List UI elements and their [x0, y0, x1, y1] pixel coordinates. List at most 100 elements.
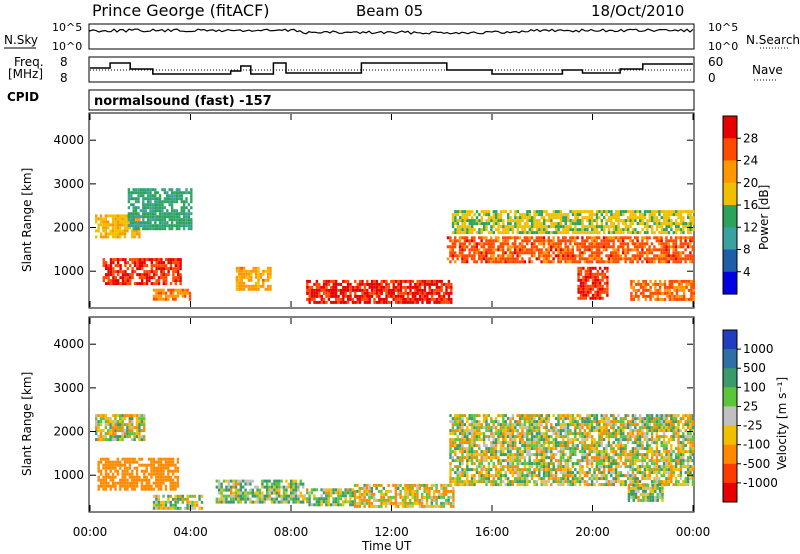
heatmap-cell [394, 285, 398, 289]
heatmap-cell [511, 260, 514, 264]
heatmap-cell [107, 417, 110, 421]
heatmap-cell [533, 447, 536, 451]
heatmap-cell [470, 477, 474, 481]
heatmap-cell [95, 423, 98, 427]
heatmap-cell [528, 444, 531, 448]
heatmap-cell [380, 492, 383, 496]
heatmap-cell [516, 216, 519, 220]
heatmap-cell [418, 504, 421, 508]
heatmap-cell [182, 209, 186, 213]
heatmap-cell [123, 487, 127, 491]
heatmap-cell [454, 219, 457, 223]
heatmap-cell [494, 438, 498, 442]
heatmap-cell [184, 506, 187, 510]
heatmap-cell [349, 297, 352, 301]
heatmap-cell [134, 212, 138, 216]
heatmap-cell [646, 231, 649, 235]
heatmap-cell [506, 429, 510, 433]
heatmap-cell [466, 447, 469, 451]
heatmap-cell [643, 225, 647, 229]
heatmap-cell [161, 203, 164, 207]
heatmap-cell [456, 429, 459, 433]
heatmap-cell [468, 444, 471, 448]
heatmap-cell [163, 206, 167, 210]
heatmap-cell [451, 459, 455, 463]
heatmap-cell [482, 441, 486, 445]
heatmap-cell [275, 488, 278, 492]
heatmap-cell [559, 231, 563, 235]
heatmap-cell [438, 291, 441, 295]
heatmap-cell [252, 266, 255, 270]
heatmap-cell [191, 500, 194, 504]
heatmap-cell [542, 465, 546, 469]
heatmap-cell [179, 273, 182, 277]
heatmap-cell [157, 500, 160, 504]
heatmap-cell [569, 251, 572, 255]
heatmap-cell [411, 294, 415, 298]
heatmap-cell [654, 279, 657, 283]
heatmap-cell [442, 489, 445, 493]
heatmap-cell [595, 228, 599, 232]
heatmap-cell [473, 213, 476, 217]
heatmap-cell [673, 294, 676, 298]
heatmap-cell [667, 213, 671, 217]
heatmap-cell [564, 474, 567, 478]
heatmap-cell [451, 225, 455, 229]
heatmap-cell [555, 228, 558, 232]
heatmap-cell [117, 279, 120, 283]
heatmap-cell [351, 491, 354, 495]
heatmap-cell [178, 215, 181, 219]
heatmap-cell [174, 261, 177, 265]
heatmap-cell [636, 216, 639, 220]
heatmap-cell [689, 257, 692, 261]
heatmap-cell [235, 266, 239, 270]
heatmap-cell [494, 426, 498, 430]
heatmap-cell [523, 216, 527, 220]
heatmap-cell [126, 478, 129, 482]
heatmap-cell [691, 216, 695, 220]
heatmap-cell [109, 264, 113, 268]
heatmap-cell [124, 279, 127, 283]
heatmap-cell [670, 239, 673, 243]
heatmap-cell [528, 260, 531, 264]
heatmap-cell [158, 218, 162, 222]
heatmap-cell [121, 279, 125, 283]
heatmap-cell [617, 219, 620, 223]
heatmap-cell [576, 471, 579, 475]
heatmap-cell [160, 258, 163, 262]
heatmap-cell [131, 469, 134, 473]
heatmap-cell [579, 293, 583, 297]
heatmap-cell [461, 480, 464, 484]
heatmap-cell [619, 239, 622, 243]
heatmap-cell [591, 213, 594, 217]
heatmap-cell [242, 485, 245, 489]
heatmap-cell [174, 466, 177, 470]
heatmap-cell [174, 279, 177, 283]
heatmap-cell [578, 471, 582, 475]
heatmap-cell [160, 267, 163, 271]
heatmap-cell [135, 232, 139, 236]
heatmap-cell [358, 285, 362, 289]
heatmap-cell [518, 432, 522, 436]
heatmap-cell [397, 483, 400, 487]
heatmap-cell [637, 288, 640, 292]
heatmap-cell [631, 213, 635, 217]
heatmap-cell [162, 506, 165, 510]
heatmap-cell [397, 492, 400, 496]
heatmap-cell [185, 221, 188, 225]
heatmap-cell [406, 294, 410, 298]
heatmap-cell [485, 468, 488, 472]
heatmap-cell [425, 492, 429, 496]
heatmap-cell [167, 460, 170, 464]
heatmap-cell [461, 483, 464, 487]
heatmap-cell [401, 501, 405, 505]
heatmap-cell [155, 294, 158, 298]
heatmap-cell [509, 468, 512, 472]
heatmap-cell [433, 495, 436, 499]
heatmap-cell [244, 497, 247, 501]
heatmap-cell [190, 191, 193, 195]
heatmap-cell [598, 225, 601, 229]
heatmap-cell [492, 216, 495, 220]
heatmap-cell [322, 291, 326, 295]
heatmap-cell [540, 242, 543, 246]
